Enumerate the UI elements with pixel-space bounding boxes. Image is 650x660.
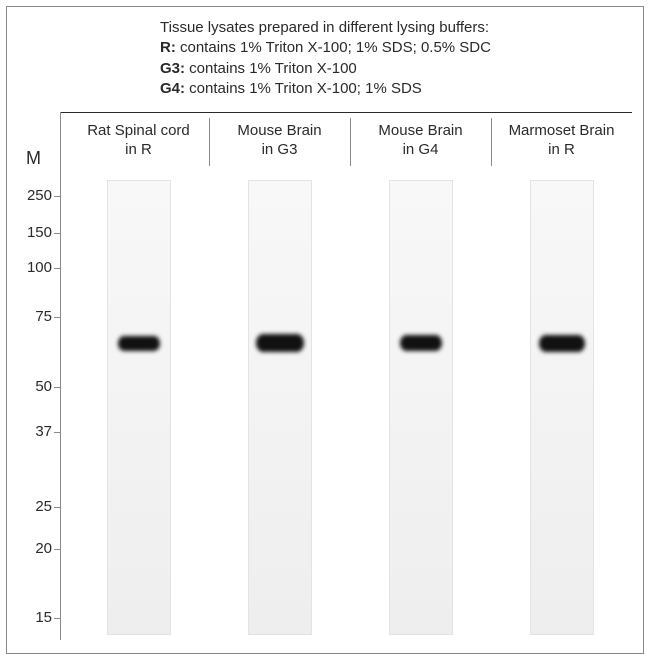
header-line: G3: contains 1% Triton X-100: [160, 59, 630, 79]
marker-tick: [54, 268, 60, 269]
band: [400, 335, 442, 351]
marker-label: 250: [12, 187, 52, 204]
marker-label: 15: [12, 609, 52, 626]
blot-lane: [107, 180, 171, 635]
marker-label: 50: [12, 378, 52, 395]
band: [256, 334, 304, 352]
band: [539, 335, 585, 352]
lane-header: Mouse Brain in G3: [209, 122, 350, 160]
lane-header: Mouse Brain in G4: [350, 122, 491, 160]
marker-label: 100: [12, 259, 52, 276]
lane-divider: [209, 118, 210, 166]
marker-tick: [54, 549, 60, 550]
marker-tick: [54, 317, 60, 318]
marker-tick: [54, 233, 60, 234]
marker-label: 150: [12, 224, 52, 241]
header-line: G4: contains 1% Triton X-100; 1% SDS: [160, 79, 630, 99]
top-rule: [60, 112, 632, 113]
lane-divider: [350, 118, 351, 166]
marker-tick: [54, 618, 60, 619]
lane-header: Rat Spinal cord in R: [68, 122, 209, 160]
marker-tick: [54, 196, 60, 197]
lane-divider: [491, 118, 492, 166]
marker-label: 25: [12, 498, 52, 515]
band: [118, 336, 160, 351]
blot-lane: [248, 180, 312, 635]
header-text: Tissue lysates prepared in different lys…: [160, 18, 630, 99]
left-axis-line: [60, 112, 61, 640]
marker-tick: [54, 387, 60, 388]
lane-header: Marmoset Brain in R: [491, 122, 632, 160]
header-intro: Tissue lysates prepared in different lys…: [160, 18, 630, 38]
blot-lane: [389, 180, 453, 635]
marker-label: 20: [12, 540, 52, 557]
blot-lane: [530, 180, 594, 635]
marker-column-label: M: [26, 148, 41, 169]
marker-tick: [54, 432, 60, 433]
marker-tick: [54, 507, 60, 508]
header-line: R: contains 1% Triton X-100; 1% SDS; 0.5…: [160, 38, 630, 58]
marker-label: 75: [12, 308, 52, 325]
marker-label: 37: [12, 423, 52, 440]
